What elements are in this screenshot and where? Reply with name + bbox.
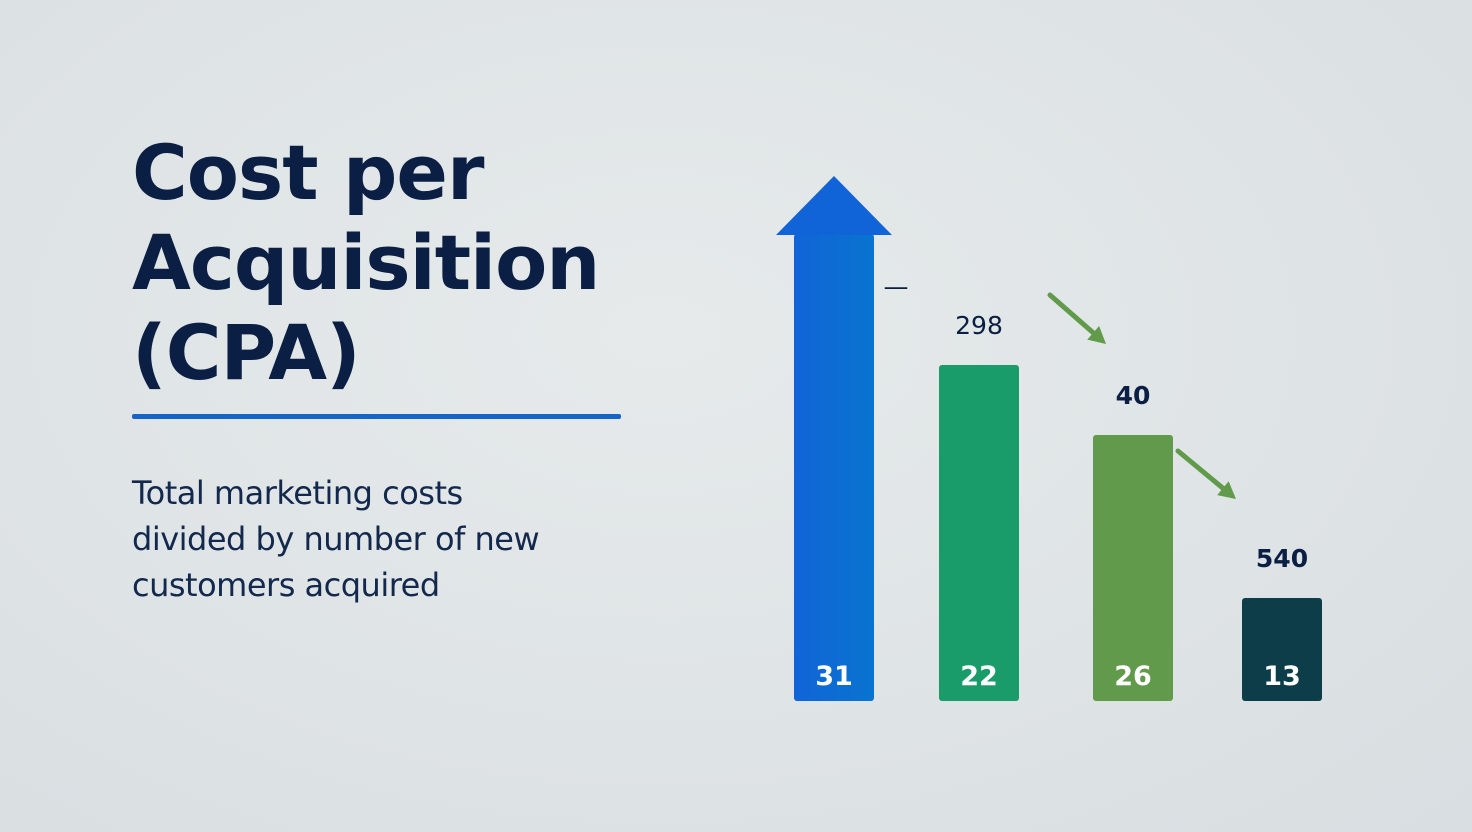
text-panel: Cost per Acquisition (CPA) Total marketi…: [132, 128, 752, 604]
bar-4: [1242, 598, 1322, 701]
bar-top-label-4: 540: [1256, 544, 1308, 573]
bar-value-3: 26: [1114, 661, 1152, 692]
bar-3: [1093, 435, 1173, 701]
description: Total marketing costs divided by number …: [132, 470, 540, 608]
description-line-3: customers acquired: [132, 566, 440, 604]
description-line-2: divided by number of new: [132, 520, 540, 558]
bar-top-label-3: 40: [1116, 381, 1151, 410]
title-line-2: Acquisition: [132, 218, 600, 307]
bar-value-4: 13: [1263, 661, 1301, 692]
title-line-1: Cost per: [132, 128, 484, 217]
bar-value-2: 22: [960, 661, 998, 692]
title-underline: [132, 414, 621, 419]
bar-top-label-2: 298: [955, 311, 1003, 340]
bar-top-label-1: —: [884, 272, 909, 301]
arrows-layer: [1047, 292, 1236, 499]
bars-layer: [776, 176, 1322, 701]
trend-down-arrow-icon-1: [1047, 292, 1106, 344]
bar-value-1: 31: [815, 661, 853, 692]
bar-2: [939, 365, 1019, 701]
trend-down-arrow-icon-2: [1175, 448, 1236, 499]
bar-1: [794, 234, 874, 701]
page-title: Cost per Acquisition (CPA): [132, 128, 752, 398]
description-line-1: Total marketing costs: [132, 474, 463, 512]
labels-layer: 31 — 22 298 26 40 13 540: [815, 272, 1308, 692]
up-arrow-icon: [776, 176, 892, 235]
title-line-3: (CPA): [132, 308, 361, 397]
